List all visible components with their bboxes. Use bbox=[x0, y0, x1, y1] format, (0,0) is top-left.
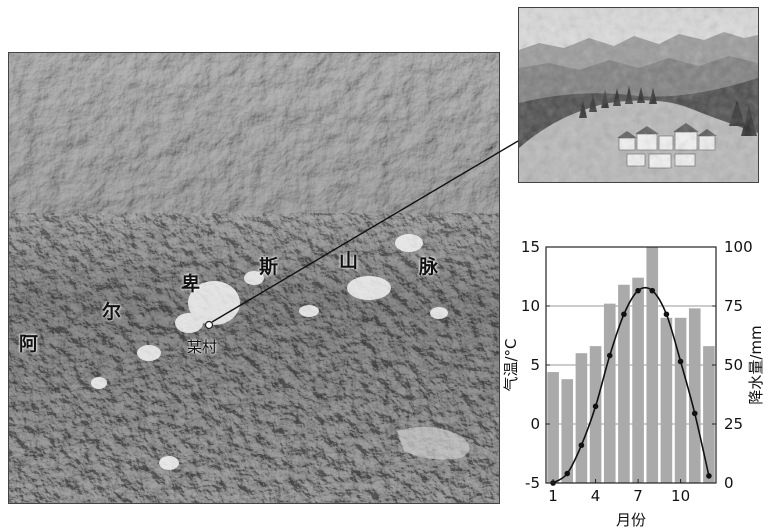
precipitation-bar bbox=[603, 303, 616, 483]
precipitation-bar bbox=[688, 308, 701, 483]
range-char-3: 卑 bbox=[181, 273, 201, 295]
temperature-point bbox=[592, 403, 599, 410]
x-tick-label: 7 bbox=[633, 487, 643, 505]
village-label: 某村 bbox=[187, 338, 218, 356]
precipitation-bar bbox=[618, 284, 630, 483]
right-tick-label: 50 bbox=[724, 356, 743, 374]
precipitation-bar bbox=[547, 372, 559, 483]
temperature-point bbox=[564, 470, 571, 477]
temperature-point bbox=[677, 358, 684, 365]
range-char-5: 山 bbox=[339, 250, 359, 272]
village-marker bbox=[204, 320, 214, 330]
precipitation-bar bbox=[561, 379, 574, 483]
relief-map: 阿 尔 卑 斯 山 脉 某村 bbox=[8, 52, 500, 504]
precipitation-bar bbox=[575, 353, 588, 483]
temperature-point bbox=[578, 442, 585, 449]
x-tick-label: 1 bbox=[548, 487, 558, 505]
left-axis-label: 气温/°C bbox=[502, 338, 520, 391]
left-tick-label: 0 bbox=[530, 415, 540, 433]
precipitation-bar bbox=[646, 247, 659, 483]
precipitation-bar bbox=[589, 346, 602, 483]
temperature-point bbox=[706, 473, 712, 479]
village-photo bbox=[518, 7, 759, 183]
temperature-point bbox=[621, 311, 627, 318]
x-tick-label: 4 bbox=[591, 487, 601, 505]
precipitation-bar bbox=[703, 346, 715, 483]
left-tick-label: 10 bbox=[521, 297, 540, 315]
precipitation-bars bbox=[547, 247, 715, 483]
left-tick-label: 15 bbox=[521, 238, 540, 256]
right-tick-label: 0 bbox=[724, 474, 734, 492]
x-tick-label: 10 bbox=[671, 487, 690, 505]
x-axis-label: 月份 bbox=[616, 511, 646, 529]
range-char-4: 斯 bbox=[259, 256, 279, 278]
right-tick-label: 100 bbox=[724, 238, 753, 256]
precipitation-bar bbox=[632, 277, 644, 483]
right-tick-label: 25 bbox=[724, 415, 743, 433]
precipitation-bar bbox=[674, 317, 687, 483]
precipitation-bar bbox=[660, 317, 673, 483]
temperature-point bbox=[691, 410, 698, 417]
right-tick-label: 75 bbox=[724, 297, 743, 315]
range-char-1: 阿 bbox=[19, 333, 39, 355]
range-char-2: 尔 bbox=[102, 301, 122, 323]
range-char-6: 脉 bbox=[419, 256, 439, 278]
left-tick-label: -5 bbox=[525, 474, 540, 492]
village-photo-image bbox=[519, 8, 758, 182]
right-axis-label: 降水量/mm bbox=[747, 325, 765, 404]
left-tick-label: 5 bbox=[530, 356, 540, 374]
temperature-point bbox=[663, 311, 670, 318]
temperature-point bbox=[649, 287, 656, 294]
temperature-point bbox=[635, 287, 641, 294]
temperature-line bbox=[550, 286, 712, 486]
temperature-point bbox=[606, 352, 613, 359]
